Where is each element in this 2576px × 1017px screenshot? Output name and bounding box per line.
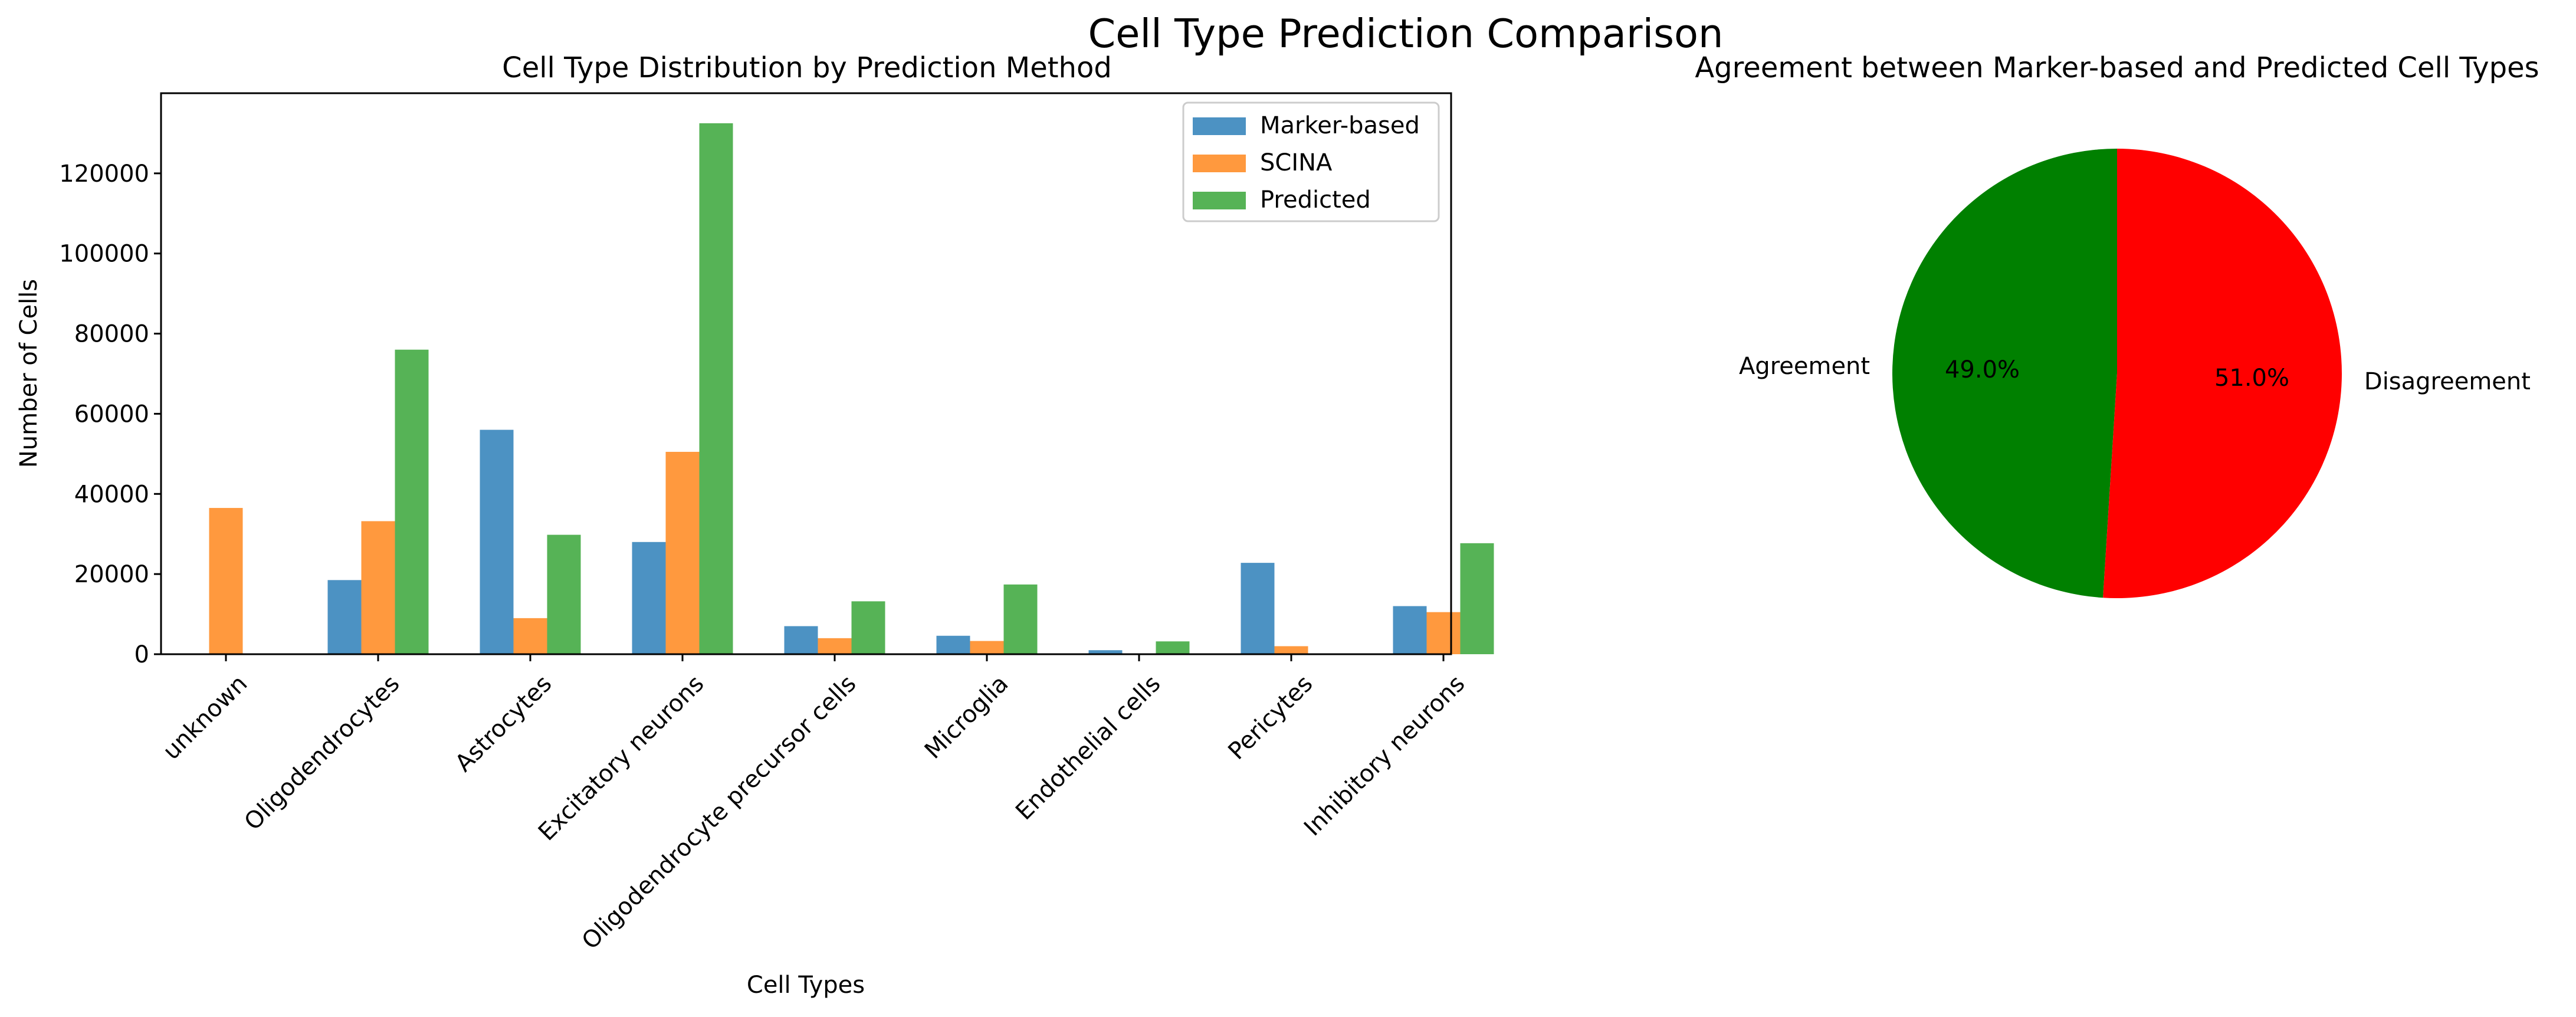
x-axis-label: Cell Types (747, 972, 865, 999)
bar-marker-based-pericytes (1241, 563, 1275, 654)
bar-scina-microglia (970, 641, 1004, 654)
bar-predicted-inhibitory-neurons (1460, 543, 1494, 654)
bar-scina-unknown (209, 508, 243, 654)
y-tick-label: 0 (134, 641, 149, 668)
legend: Marker-based SCINA Predicted (1182, 101, 1440, 222)
bar-predicted-endothelial-cells (1156, 641, 1190, 654)
bar-scina-oligodendrocytes (361, 521, 395, 654)
y-tick-label: 60000 (74, 401, 149, 428)
bar-scina-inhibitory-neurons (1426, 612, 1461, 654)
bar-marker-based-excitatory-neurons (632, 542, 666, 654)
bar-predicted-microglia (1003, 584, 1038, 654)
bar-scina-astrocytes (513, 618, 547, 654)
pie-pct-disagreement: 51.0% (2214, 365, 2289, 392)
bar-series-group (209, 123, 1494, 655)
legend-swatch-predicted (1193, 192, 1246, 209)
figure-suptitle: Cell Type Prediction Comparison (1088, 11, 1723, 57)
bar-marker-based-oligodendrocyte-precursor-cells (784, 626, 818, 654)
pie-labels-group: Agreement 49.0% Disagreement 51.0% (1739, 353, 2531, 395)
pie-chart: Agreement between Marker-based and Predi… (1695, 51, 2539, 598)
bar-predicted-excitatory-neurons (699, 123, 733, 655)
bar-predicted-oligodendrocytes (395, 349, 429, 654)
bar-predicted-astrocytes (547, 534, 581, 654)
pie-slices-group (1892, 149, 2342, 598)
y-axis-ticks: 0 20000 40000 60000 80000 100000 120000 (59, 160, 161, 668)
pie-label-disagreement: Disagreement (2364, 368, 2531, 395)
pie-pct-agreement: 49.0% (1945, 356, 2020, 383)
bar-marker-based-oligodendrocytes (327, 580, 362, 654)
pie-slice-disagreement (2103, 149, 2342, 598)
series-scina (209, 451, 1461, 654)
legend-swatch-marker-based (1193, 117, 1246, 135)
legend-label-predicted: Predicted (1260, 186, 1371, 214)
legend-label-scina: SCINA (1260, 149, 1333, 176)
series-predicted (395, 123, 1494, 655)
y-tick-label: 80000 (74, 321, 149, 348)
legend-box (1182, 101, 1440, 222)
bar-marker-based-endothelial-cells (1088, 650, 1123, 654)
bar-marker-based-microglia (936, 635, 970, 654)
y-tick-label: 20000 (74, 561, 149, 588)
bar-predicted-oligodendrocyte-precursor-cells (851, 601, 885, 654)
pie-chart-title: Agreement between Marker-based and Predi… (1695, 51, 2539, 84)
bar-marker-based-inhibitory-neurons (1393, 606, 1427, 654)
y-tick-label: 120000 (59, 160, 149, 188)
bar-plot-frame (160, 92, 1452, 655)
pie-slice-agreement (1892, 149, 2117, 598)
bar-scina-oligodendrocyte-precursor-cells (818, 638, 852, 654)
bar-scina-pericytes (1274, 646, 1308, 654)
legend-label-marker-based: Marker-based (1260, 112, 1420, 139)
y-tick-label: 40000 (74, 481, 149, 508)
legend-swatch-scina (1193, 155, 1246, 172)
bar-chart-title: Cell Type Distribution by Prediction Met… (502, 51, 1112, 84)
y-tick-label: 100000 (59, 241, 149, 268)
bar-marker-based-astrocytes (480, 429, 514, 654)
y-axis-label: Number of Cells (15, 279, 42, 468)
series-marker-based (327, 429, 1427, 654)
pie-label-agreement: Agreement (1739, 353, 1870, 380)
bar-scina-excitatory-neurons (665, 451, 700, 654)
